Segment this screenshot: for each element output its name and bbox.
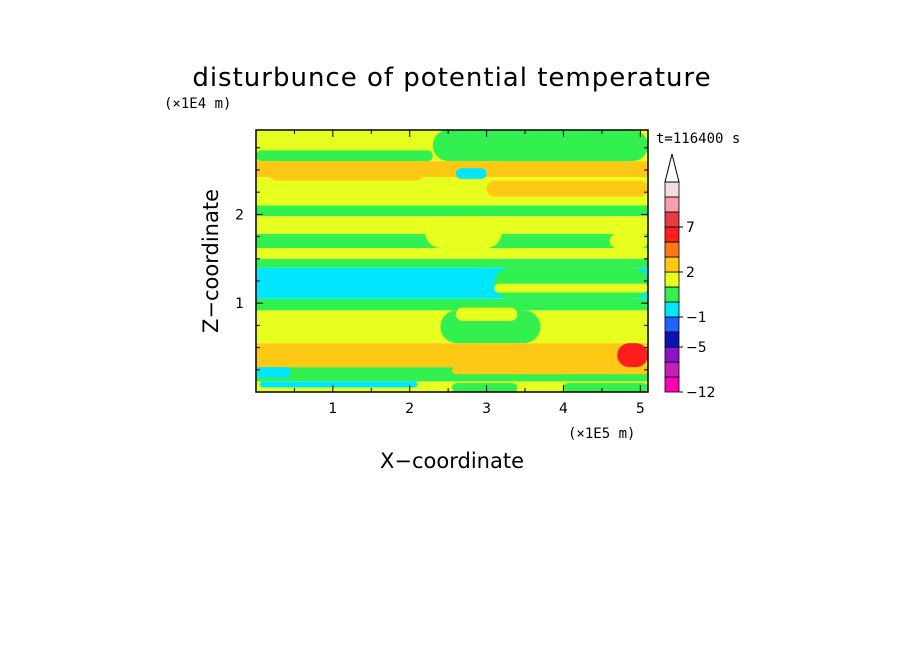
contour-patch: [494, 267, 648, 299]
colorbar-label: −12: [686, 385, 716, 401]
contour-patch: [432, 130, 648, 162]
colorbar-swatch: [664, 286, 680, 303]
contour-band: [256, 248, 648, 259]
y-axis-title: Z−coordinate: [199, 189, 223, 333]
y-unit-label: (×1E4 m): [164, 96, 231, 112]
colorbar: −12−5−127: [664, 153, 716, 401]
contour-patch: [267, 161, 426, 181]
contour-patch: [455, 168, 487, 179]
colorbar-swatch: [664, 241, 680, 258]
colorbar-swatch: [664, 211, 680, 228]
colorbar-swatch: [664, 376, 680, 393]
plot-frame: [255, 129, 649, 393]
contour-patch: [256, 367, 291, 378]
contour-patch: [298, 382, 418, 387]
colorbar-swatch: [664, 331, 680, 348]
colorbar-swatch: [664, 316, 680, 333]
contour-patch: [609, 233, 648, 249]
colorbar-swatch: [664, 346, 680, 363]
plot-axes: 1 2 3 4 5 1 2: [235, 129, 649, 417]
chart-title: disturbunce of potential temperature: [192, 63, 711, 93]
contour-patch: [425, 216, 502, 249]
contour-patch: [563, 383, 648, 392]
contour-band: [256, 381, 648, 389]
colorbar-swatch: [664, 196, 680, 213]
contour-band: [256, 388, 648, 392]
colorbar-label: 7: [686, 220, 695, 236]
contour-patch: [256, 150, 433, 162]
colorbar-swatch: [664, 361, 680, 378]
contour-band: [256, 258, 648, 268]
contour-patch: [455, 307, 518, 321]
colorbar-swatch: [664, 226, 680, 243]
colorbar-label: 2: [686, 265, 695, 281]
contour-patch: [452, 367, 648, 375]
time-label: t=116400 s: [656, 131, 740, 147]
x-axis-title: X−coordinate: [380, 449, 524, 473]
contour-fill: [256, 130, 648, 392]
x-tick-label: 5: [636, 401, 645, 417]
colorbar-swatch: [664, 301, 680, 318]
contour-patch: [452, 383, 518, 392]
x-unit-label: (×1E5 m): [568, 426, 635, 442]
y-tick-label: 1: [235, 296, 244, 312]
y-tick-label: 2: [235, 207, 244, 223]
contour-band: [256, 298, 648, 311]
contour-band: [256, 205, 648, 217]
x-tick-label: 3: [482, 401, 491, 417]
x-tick-label: 4: [559, 401, 568, 417]
colorbar-swatch: [664, 256, 680, 273]
contour-patch: [617, 343, 648, 368]
contour-patch: [494, 283, 648, 293]
contour-patch: [271, 275, 303, 282]
colorbar-swatch: [664, 181, 680, 198]
colorbar-label: −5: [686, 340, 707, 356]
colorbar-label: −1: [686, 310, 707, 326]
x-tick-label: 1: [328, 401, 337, 417]
contour-band: [256, 343, 648, 368]
colorbar-swatch: [664, 271, 680, 288]
colorbar-extend-arrow: [664, 153, 680, 183]
x-tick-label: 2: [405, 401, 414, 417]
contour-patch: [486, 180, 648, 197]
